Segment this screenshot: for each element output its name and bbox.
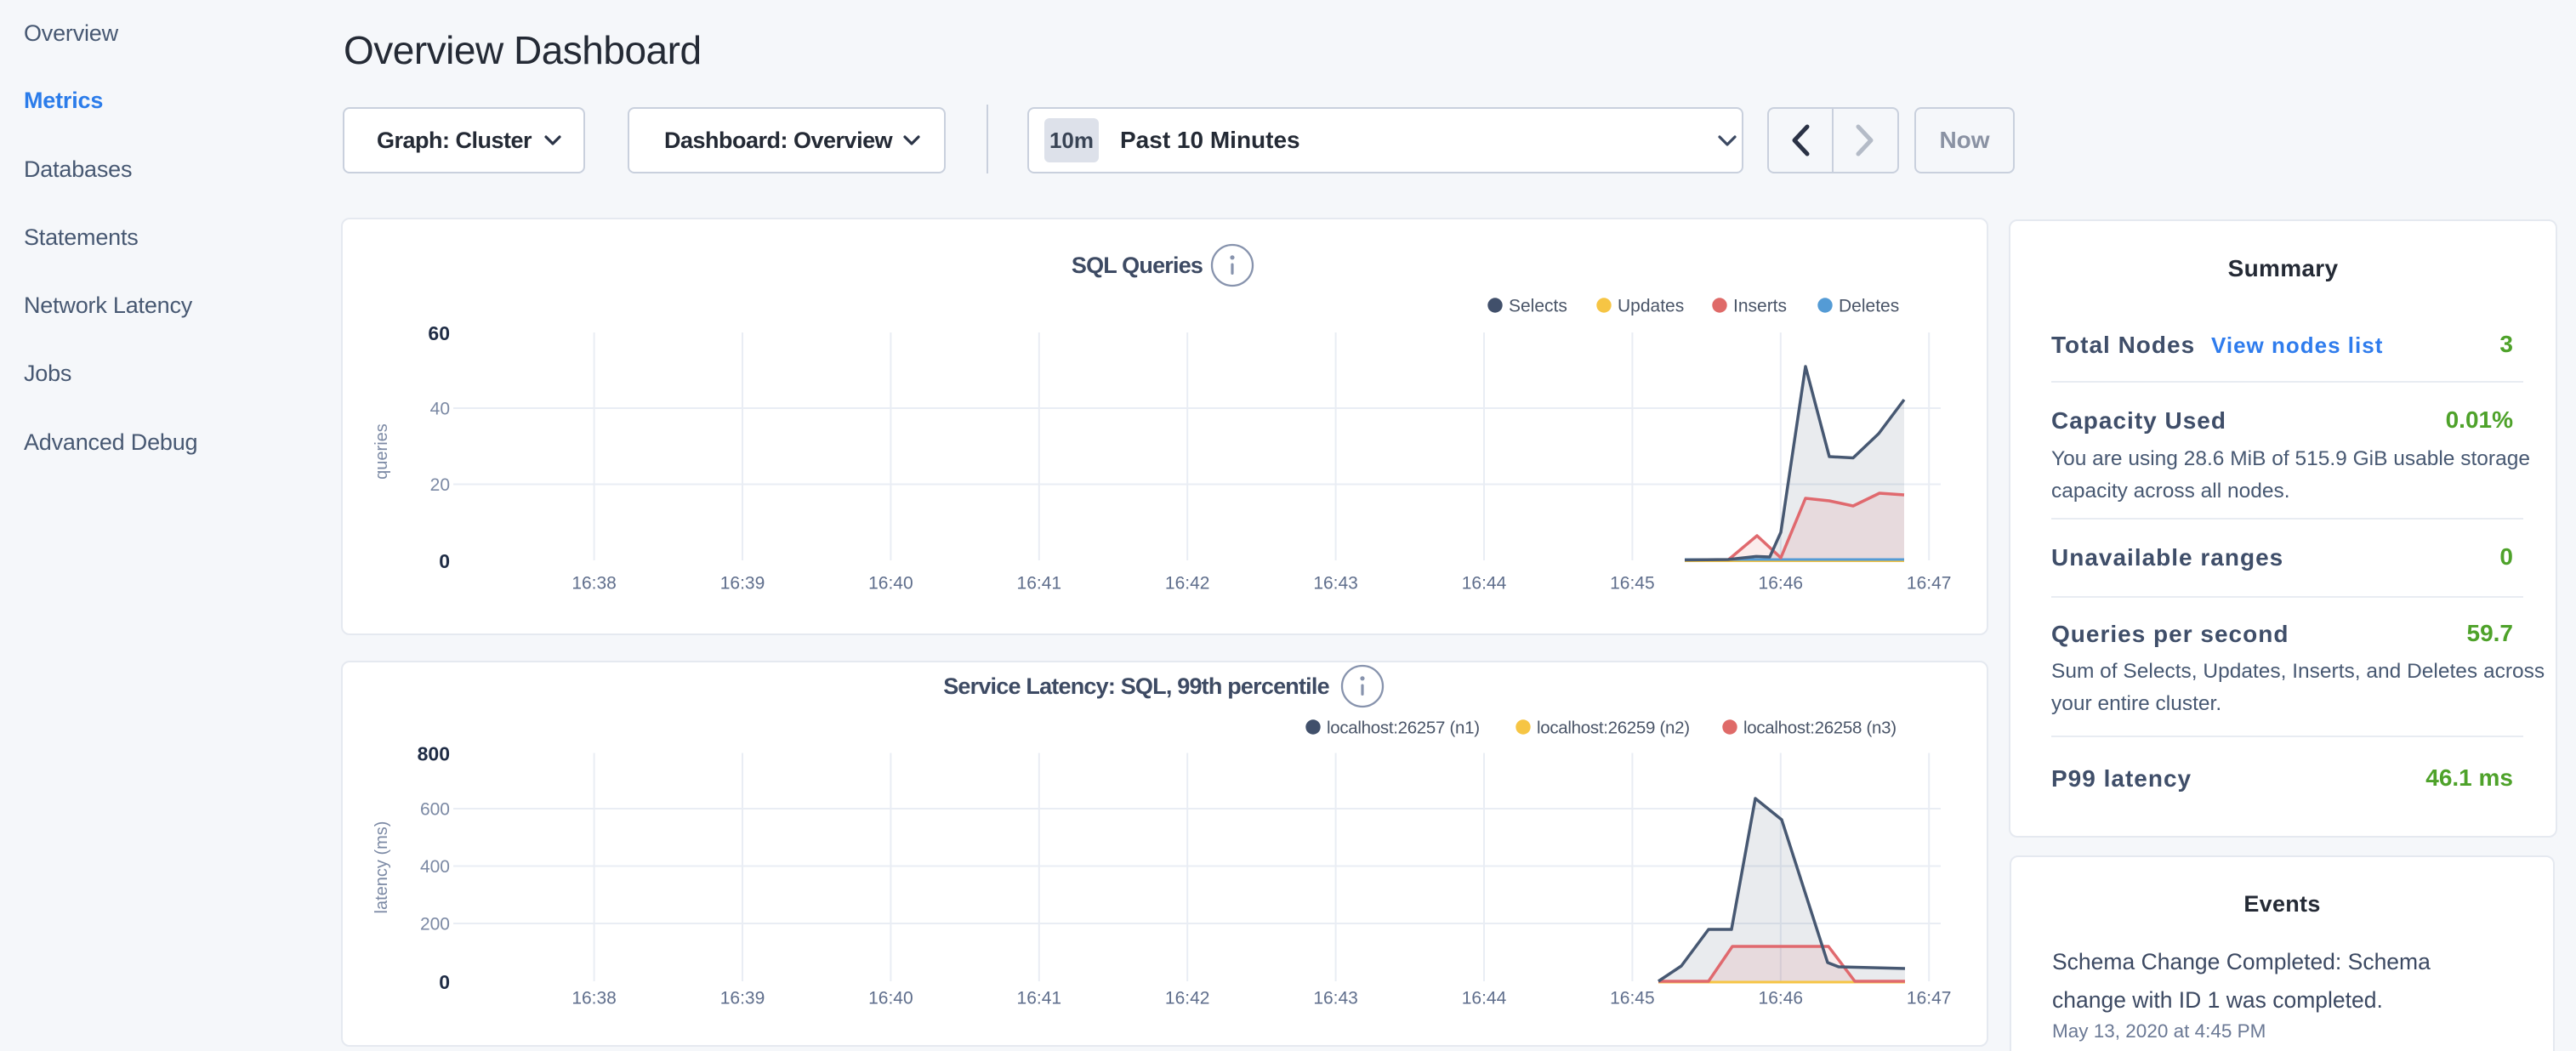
svg-text:16:46: 16:46 xyxy=(1759,989,1804,1008)
svg-text:localhost:26259 (n2): localhost:26259 (n2) xyxy=(1537,719,1690,738)
svg-text:16:43: 16:43 xyxy=(1313,574,1358,594)
svg-text:16:40: 16:40 xyxy=(868,574,913,594)
svg-text:40: 40 xyxy=(430,400,450,419)
svg-text:Service Latency: SQL, 99th per: Service Latency: SQL, 99th percentile xyxy=(943,673,1329,699)
svg-text:SQL Queries: SQL Queries xyxy=(1072,253,1203,278)
svg-text:200: 200 xyxy=(420,915,450,935)
svg-text:16:39: 16:39 xyxy=(720,989,765,1008)
svg-text:latency (ms): latency (ms) xyxy=(372,821,391,914)
svg-text:16:41: 16:41 xyxy=(1017,574,1062,594)
svg-text:0: 0 xyxy=(439,971,450,993)
svg-text:localhost:26258 (n3): localhost:26258 (n3) xyxy=(1743,719,1896,738)
svg-text:16:47: 16:47 xyxy=(1907,574,1952,594)
svg-text:16:41: 16:41 xyxy=(1017,989,1062,1008)
svg-text:0: 0 xyxy=(439,550,450,572)
svg-text:16:39: 16:39 xyxy=(720,574,765,594)
svg-text:16:42: 16:42 xyxy=(1165,989,1210,1008)
svg-text:Selects: Selects xyxy=(1509,297,1567,316)
svg-text:Updates: Updates xyxy=(1618,297,1684,316)
svg-text:16:45: 16:45 xyxy=(1610,989,1655,1008)
svg-text:16:38: 16:38 xyxy=(571,574,617,594)
svg-text:16:43: 16:43 xyxy=(1313,989,1358,1008)
svg-text:16:44: 16:44 xyxy=(1462,574,1507,594)
svg-text:16:38: 16:38 xyxy=(571,989,617,1008)
svg-text:400: 400 xyxy=(420,857,450,877)
svg-text:16:47: 16:47 xyxy=(1907,989,1952,1008)
svg-text:60: 60 xyxy=(428,322,450,344)
svg-text:16:40: 16:40 xyxy=(868,989,913,1008)
svg-text:600: 600 xyxy=(420,800,450,820)
svg-text:16:46: 16:46 xyxy=(1759,574,1804,594)
svg-text:16:44: 16:44 xyxy=(1462,989,1507,1008)
svg-text:Deletes: Deletes xyxy=(1839,297,1899,316)
svg-text:20: 20 xyxy=(430,475,450,495)
svg-text:800: 800 xyxy=(418,743,450,765)
svg-text:queries: queries xyxy=(372,423,391,480)
svg-text:Inserts: Inserts xyxy=(1733,297,1787,316)
svg-text:16:45: 16:45 xyxy=(1610,574,1655,594)
svg-text:localhost:26257 (n1): localhost:26257 (n1) xyxy=(1327,719,1480,738)
svg-text:16:42: 16:42 xyxy=(1165,574,1210,594)
